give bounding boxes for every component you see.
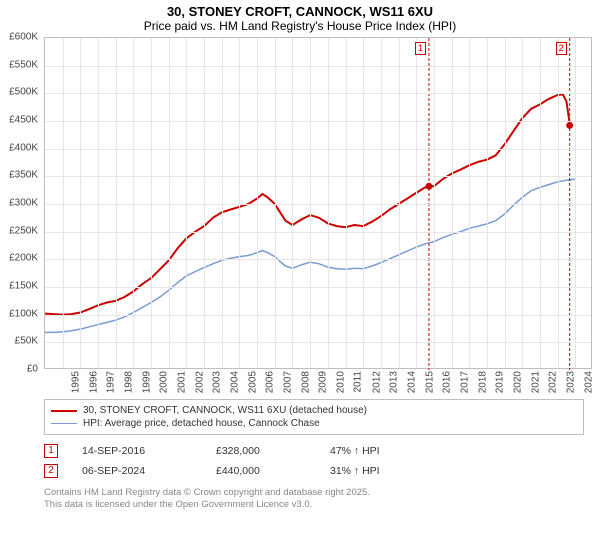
chart-title-block: 30, STONEY CROFT, CANNOCK, WS11 6XU Pric… [0, 0, 600, 35]
transaction-row: 1 14-SEP-2016 £328,000 47% ↑ HPI [44, 441, 594, 461]
x-tick-label: 1997 [106, 371, 117, 393]
x-tick-label: 2003 [212, 371, 223, 393]
x-tick-label: 2005 [247, 371, 258, 393]
x-tick-label: 2002 [194, 371, 205, 393]
x-tick-label: 2021 [530, 371, 541, 393]
transaction-date: 06-SEP-2024 [82, 465, 192, 477]
legend-swatch [51, 410, 77, 412]
transaction-date: 14-SEP-2016 [82, 445, 192, 457]
x-tick-label: 2010 [335, 371, 346, 393]
below-chart: 30, STONEY CROFT, CANNOCK, WS11 6XU (det… [0, 397, 600, 512]
y-tick-label: £100K [9, 308, 38, 319]
legend-label: HPI: Average price, detached house, Cann… [83, 418, 320, 429]
footer-line2: This data is licensed under the Open Gov… [44, 499, 594, 511]
x-tick-label: 1998 [123, 371, 134, 393]
y-tick-label: £0 [27, 364, 38, 375]
x-tick-label: 2011 [352, 371, 363, 393]
y-tick-label: £200K [9, 253, 38, 264]
x-axis-labels: 1995 1996 1997 1998 1999 2000 2001 2002 2003 2004… [44, 371, 592, 395]
x-tick-label: 2006 [265, 371, 276, 393]
x-tick-label: 2007 [282, 371, 293, 393]
x-tick-label: 2024 [583, 371, 594, 393]
transaction-delta: 47% ↑ HPI [330, 445, 430, 457]
title-line1: 30, STONEY CROFT, CANNOCK, WS11 6XU [0, 4, 600, 19]
x-tick-label: 1996 [88, 371, 99, 393]
transaction-price: £328,000 [216, 445, 306, 457]
x-tick-label: 2022 [548, 371, 559, 393]
x-tick-label: 2001 [176, 371, 187, 393]
x-tick-label: 1995 [70, 371, 81, 393]
y-axis-labels: £0£50K£100K£150K£200K£250K£300K£350K£400… [0, 37, 42, 369]
marker-dot [566, 122, 573, 129]
y-tick-label: £350K [9, 170, 38, 181]
x-tick-label: 2012 [371, 371, 382, 393]
x-tick-label: 2016 [441, 371, 452, 393]
transaction-row: 2 06-SEP-2024 £440,000 31% ↑ HPI [44, 461, 594, 481]
transaction-index-icon: 1 [44, 444, 58, 458]
y-tick-label: £450K [9, 115, 38, 126]
y-tick-label: £500K [9, 87, 38, 98]
marker-number-box: 1 [415, 42, 426, 55]
x-tick-label: 2019 [495, 371, 506, 393]
y-tick-label: £50K [15, 336, 38, 347]
legend-row: 30, STONEY CROFT, CANNOCK, WS11 6XU (det… [51, 404, 577, 417]
legend-row: HPI: Average price, detached house, Cann… [51, 417, 577, 430]
x-tick-label: 2014 [406, 371, 417, 393]
y-tick-label: £150K [9, 281, 38, 292]
x-tick-label: 2009 [318, 371, 329, 393]
transaction-delta: 31% ↑ HPI [330, 465, 430, 477]
title-line2: Price paid vs. HM Land Registry's House … [0, 19, 600, 33]
x-tick-label: 2004 [229, 371, 240, 393]
y-tick-label: £400K [9, 142, 38, 153]
footer-line1: Contains HM Land Registry data © Crown c… [44, 487, 594, 499]
x-tick-label: 2020 [512, 371, 523, 393]
y-tick-label: £550K [9, 59, 38, 70]
transactions-table: 1 14-SEP-2016 £328,000 47% ↑ HPI 2 06-SE… [44, 441, 594, 481]
transaction-price: £440,000 [216, 465, 306, 477]
x-tick-label: 2017 [459, 371, 470, 393]
plot-area: 12 [44, 37, 592, 369]
chart-area: £0 £50K £100K £150K £200K £250K £300K £350K £400… [0, 35, 600, 397]
y-tick-label: £250K [9, 225, 38, 236]
x-tick-label: 2008 [300, 371, 311, 393]
x-tick-label: 2018 [477, 371, 488, 393]
legend: 30, STONEY CROFT, CANNOCK, WS11 6XU (det… [44, 399, 584, 435]
x-tick-label: 2015 [424, 371, 435, 393]
plot-svg [45, 38, 591, 368]
marker-number-box: 2 [556, 42, 567, 55]
y-tick-label: £600K [9, 32, 38, 43]
x-tick-label: 2013 [388, 371, 399, 393]
x-tick-label: 2023 [565, 371, 576, 393]
footer-attribution: Contains HM Land Registry data © Crown c… [44, 487, 594, 512]
legend-swatch [51, 423, 77, 424]
x-tick-label: 2000 [159, 371, 170, 393]
transaction-index-icon: 2 [44, 464, 58, 478]
y-tick-label: £300K [9, 198, 38, 209]
x-tick-label: 1999 [141, 371, 152, 393]
marker-dot [425, 183, 432, 190]
legend-label: 30, STONEY CROFT, CANNOCK, WS11 6XU (det… [83, 405, 367, 416]
